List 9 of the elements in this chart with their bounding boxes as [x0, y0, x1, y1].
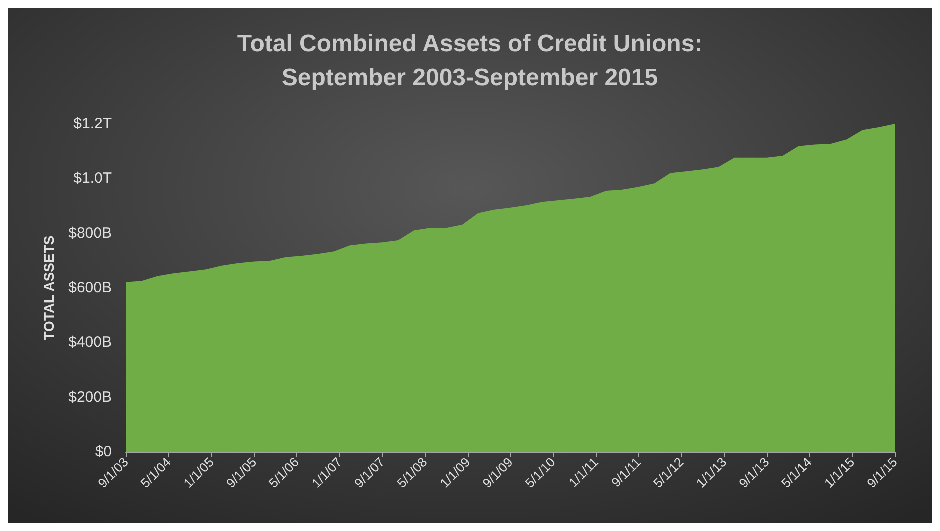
y-tick-label: $1.0T [74, 170, 112, 188]
y-tick-label: $400B [68, 334, 112, 352]
y-axis-title: TOTAL ASSETS [41, 236, 57, 340]
y-tick-label: $200B [68, 388, 112, 406]
y-tick-label: $0 [95, 444, 112, 460]
chart-title: Total Combined Assets of Credit Unions: September 2003-September 2015 [237, 30, 703, 92]
y-tick-label: $800B [68, 224, 112, 242]
y-tick-label: $1.2T [74, 116, 112, 132]
y-tick-label: $600B [68, 280, 112, 296]
